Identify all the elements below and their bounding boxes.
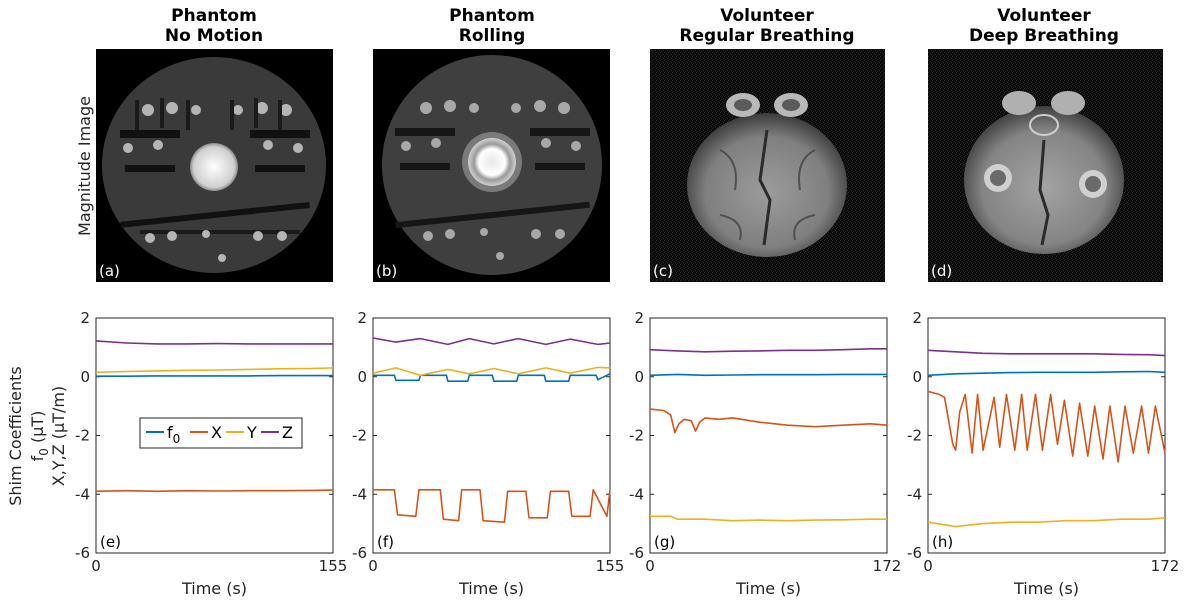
series-line-x xyxy=(927,390,1166,463)
series-line-y xyxy=(372,366,611,377)
y-label-line3: X,Y,Z (μT/m) xyxy=(49,386,68,486)
title-2-line2: Rolling xyxy=(459,26,526,46)
y-tick-label: -4 xyxy=(907,485,922,503)
legend-label-y: Y xyxy=(246,423,257,442)
title-3-line2: Regular Breathing xyxy=(679,26,854,46)
x-tick-label: 172 xyxy=(873,557,902,575)
y-tick-label: -4 xyxy=(629,485,644,503)
y-tick-label: 0 xyxy=(80,368,90,386)
image-label-c: (c) xyxy=(653,262,673,280)
title-1-line1: Phantom xyxy=(171,6,257,26)
series-line-f0 xyxy=(96,374,333,378)
series-line-f0 xyxy=(927,370,1166,377)
series-line-z xyxy=(372,337,611,346)
y-tick-label: 2 xyxy=(912,309,922,327)
title-3-line1: Volunteer xyxy=(720,6,814,26)
y-tick-label: -6 xyxy=(352,544,367,562)
title-2-line1: Phantom xyxy=(449,6,535,26)
y-tick-label: -6 xyxy=(629,544,644,562)
y-tick-label: -2 xyxy=(352,427,367,445)
x-tick-label: 155 xyxy=(319,557,348,575)
panel-titles: Phantom No Motion Phantom Rolling Volunt… xyxy=(165,6,1119,46)
image-label-a: (a) xyxy=(99,262,120,280)
image-phantom-rolling: (b) xyxy=(373,49,610,282)
image-row-label: Magnitude Image xyxy=(75,96,94,236)
x-axis-label: Time (s) xyxy=(181,579,247,598)
y-tick-label: 2 xyxy=(634,309,644,327)
y-tick-label: -4 xyxy=(352,485,367,503)
y-tick-label: 0 xyxy=(912,368,922,386)
series-line-y xyxy=(650,515,887,522)
axes-box xyxy=(372,317,611,554)
legend: f0 X Y Z xyxy=(139,417,303,449)
image-brain-regular: (c) xyxy=(650,49,885,282)
legend-label-f0: f0 xyxy=(167,423,180,446)
series-line-z xyxy=(927,349,1166,357)
legend-label-z: Z xyxy=(282,423,293,442)
axes-box xyxy=(649,317,888,554)
image-phantom-no-motion: (a) xyxy=(96,49,333,282)
y-label-line2: f0 (μT) xyxy=(28,411,51,462)
plot-label: (g) xyxy=(654,533,675,551)
series-line-f0 xyxy=(649,373,887,377)
x-axis-label: Time (s) xyxy=(1013,579,1079,598)
y-tick-label: 0 xyxy=(634,368,644,386)
series-line-y xyxy=(95,367,334,374)
plot-label: (h) xyxy=(932,533,953,551)
y-tick-label: 0 xyxy=(357,368,367,386)
y-tick-label: 2 xyxy=(80,309,90,327)
y-tick-label: -2 xyxy=(907,427,922,445)
series-line-y xyxy=(927,517,1166,528)
legend-label-x: X xyxy=(211,423,222,442)
image-brain-deep: (d) xyxy=(928,49,1163,282)
x-tick-label: 0 xyxy=(368,557,378,575)
shim-y-axis-label: Shim Coefficients f0 (μT) X,Y,Z (μT/m) xyxy=(6,366,68,506)
y-tick-label: -4 xyxy=(75,485,90,503)
title-4-line2: Deep Breathing xyxy=(969,26,1119,46)
axes-box xyxy=(927,317,1166,554)
x-axis-label: Time (s) xyxy=(458,579,524,598)
title-1-line2: No Motion xyxy=(165,26,263,46)
y-tick-label: -6 xyxy=(907,544,922,562)
y-tick-label: 2 xyxy=(357,309,367,327)
series-line-x xyxy=(649,408,888,434)
image-label-d: (d) xyxy=(931,262,952,280)
y-tick-label: -2 xyxy=(75,427,90,445)
x-axis-label: Time (s) xyxy=(735,579,801,598)
x-tick-label: 0 xyxy=(645,557,655,575)
plot-label: (f) xyxy=(377,533,394,551)
series-line-z xyxy=(649,347,887,353)
x-tick-label: 0 xyxy=(923,557,933,575)
image-label-b: (b) xyxy=(376,262,397,280)
series-line-x xyxy=(95,489,334,493)
series-line-z xyxy=(95,340,333,345)
series-line-x xyxy=(373,488,611,524)
x-tick-label: 155 xyxy=(596,557,625,575)
plot-label: (e) xyxy=(100,533,121,551)
title-4-line1: Volunteer xyxy=(997,6,1091,26)
y-label-line1: Shim Coefficients xyxy=(6,366,25,506)
x-tick-label: 172 xyxy=(1151,557,1180,575)
y-tick-label: -2 xyxy=(629,427,644,445)
y-tick-label: -6 xyxy=(75,544,90,562)
x-tick-label: 0 xyxy=(91,557,101,575)
series-line-f0 xyxy=(373,373,611,383)
